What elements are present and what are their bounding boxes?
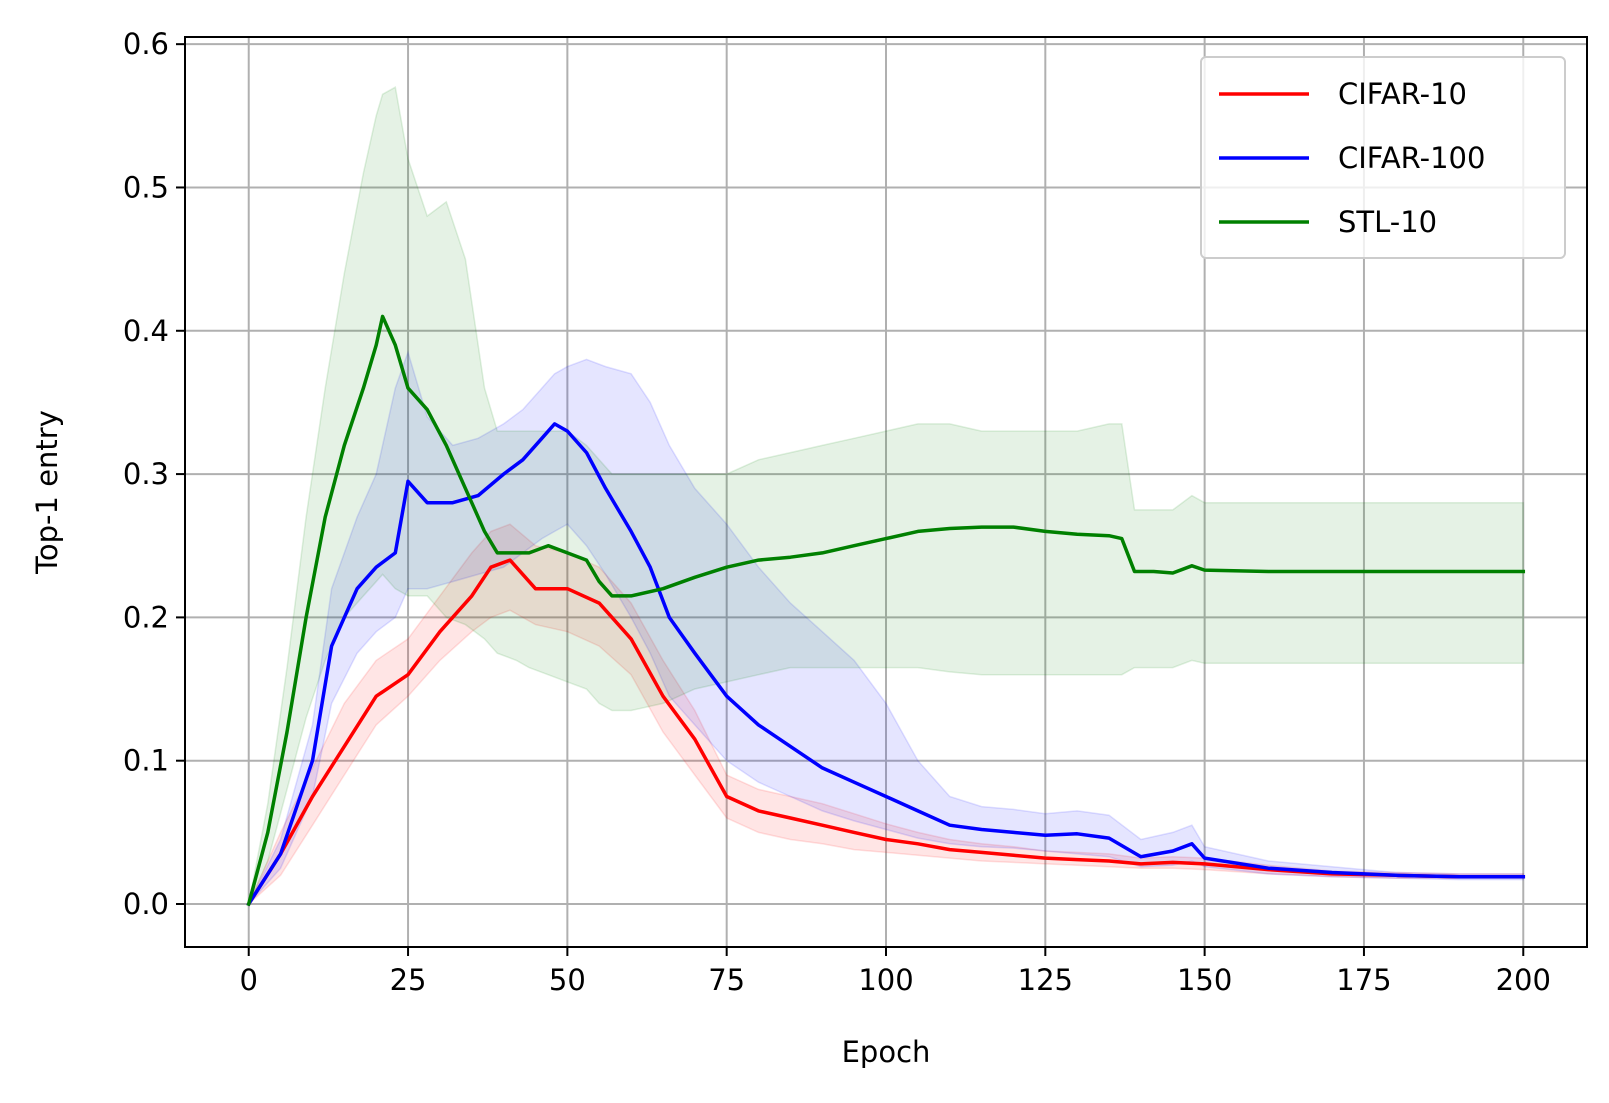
y-tick-label: 0.3 — [123, 457, 169, 491]
stl-10-band — [247, 86, 1525, 905]
cifar-100-line — [246, 422, 1526, 907]
y-tick-label: 0.2 — [123, 600, 169, 634]
x-tick-label: 200 — [1496, 963, 1551, 997]
x-tick-label: 75 — [708, 963, 745, 997]
y-tick-label: 0.0 — [123, 887, 169, 921]
x-tick-label: 0 — [240, 963, 258, 997]
legend-label-cifar-100: CIFAR-100 — [1338, 141, 1485, 175]
x-tick-label: 125 — [1018, 963, 1073, 997]
y-tick-label: 0.5 — [123, 170, 169, 204]
series-lines — [246, 314, 1526, 907]
x-tick-label: 100 — [858, 963, 913, 997]
x-axis: 0 25 50 75 100 125 150 175 200 — [240, 947, 1551, 997]
legend: CIFAR-10 CIFAR-100 STL-10 — [1200, 56, 1566, 259]
x-tick-label: 175 — [1336, 963, 1391, 997]
y-tick-label: 0.1 — [123, 744, 169, 778]
y-axis: 0.0 0.1 0.2 0.3 0.4 0.5 0.6 — [123, 27, 185, 921]
y-tick-label: 0.6 — [123, 27, 169, 61]
stl-10-line — [246, 314, 1526, 907]
x-axis-title: Epoch — [842, 1035, 931, 1069]
x-tick-label: 50 — [549, 963, 586, 997]
x-tick-label: 25 — [390, 963, 427, 997]
legend-label-cifar-10: CIFAR-10 — [1338, 77, 1467, 111]
legend-box — [1200, 56, 1566, 259]
x-tick-label: 150 — [1177, 963, 1232, 997]
y-axis-title: Top-1 entry — [30, 410, 64, 575]
legend-label-stl-10: STL-10 — [1338, 205, 1437, 239]
cifar-10-line — [246, 558, 1526, 907]
y-tick-label: 0.4 — [123, 314, 169, 348]
